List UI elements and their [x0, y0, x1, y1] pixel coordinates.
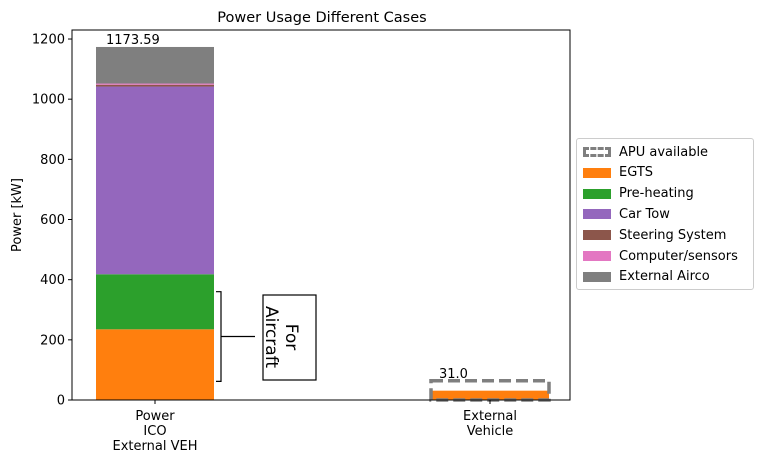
legend-label: External Airco	[619, 269, 710, 285]
legend-swatch	[583, 209, 611, 220]
bar-segment-computer-sensors	[96, 83, 214, 85]
annotation-bracket	[216, 291, 255, 382]
y-tick-label: 1200	[32, 33, 65, 48]
y-tick-label: 0	[57, 394, 65, 409]
bar-segment-car-tow	[96, 86, 214, 275]
legend-item: EGTS	[583, 163, 653, 183]
y-axis-label: Power [kW]	[10, 178, 25, 252]
legend-label: Computer/sensors	[619, 248, 738, 264]
annotation-text: ForAircraft	[261, 306, 301, 368]
legend-item: Pre-heating	[583, 184, 694, 204]
legend-item: Steering System	[583, 225, 726, 245]
annotation: ForAircraft	[216, 291, 317, 382]
bars: 1173.59 31.0	[96, 33, 551, 402]
x-axis-ticks: Power ICO External VEH External Vehicle	[113, 400, 517, 454]
x-tick-label: External Vehicle	[463, 409, 517, 439]
legend-swatch	[583, 271, 611, 282]
y-tick-label: 800	[40, 153, 65, 168]
bar-segment-external-airco	[96, 46, 214, 84]
bar-segment-steering-system	[96, 84, 214, 87]
legend-item: APU available	[583, 142, 708, 162]
x-tick-label: Power ICO External VEH	[113, 409, 198, 454]
chart-title: Power Usage Different Cases	[217, 10, 426, 26]
legend-item: External Airco	[583, 267, 710, 287]
annotation-box	[262, 294, 317, 381]
legend-swatch	[583, 167, 611, 178]
legend-swatch	[583, 188, 611, 199]
y-tick-label: 1000	[32, 93, 65, 108]
legend-label: Pre-heating	[619, 186, 694, 202]
y-tick-label: 200	[40, 333, 65, 348]
legend-swatch	[583, 230, 611, 241]
legend-label: EGTS	[619, 165, 654, 181]
legend-label: APU available	[619, 144, 709, 160]
y-tick-label: 600	[40, 213, 65, 228]
legend-item: Computer/sensors	[583, 246, 738, 266]
legend-swatch	[583, 251, 611, 261]
legend-label: Car Tow	[619, 206, 670, 222]
legend-item: Car Tow	[583, 204, 670, 224]
bar-segment-egts	[431, 390, 549, 400]
y-axis-ticks: 0 200 400 600 800 1000 1200	[32, 33, 72, 409]
bar-total-label: 1173.59	[106, 33, 160, 48]
plot-frame	[71, 29, 571, 401]
y-tick-label: 400	[40, 273, 65, 288]
bar-segment-pre-heating	[96, 274, 214, 330]
bar-segment-egts	[96, 329, 214, 400]
bar-total-label: 31.0	[439, 367, 468, 382]
legend-label: Steering System	[619, 227, 727, 243]
legend: APU available EGTS Pre-heating Car Tow Steer…	[576, 138, 754, 290]
legend-swatch	[583, 147, 611, 157]
